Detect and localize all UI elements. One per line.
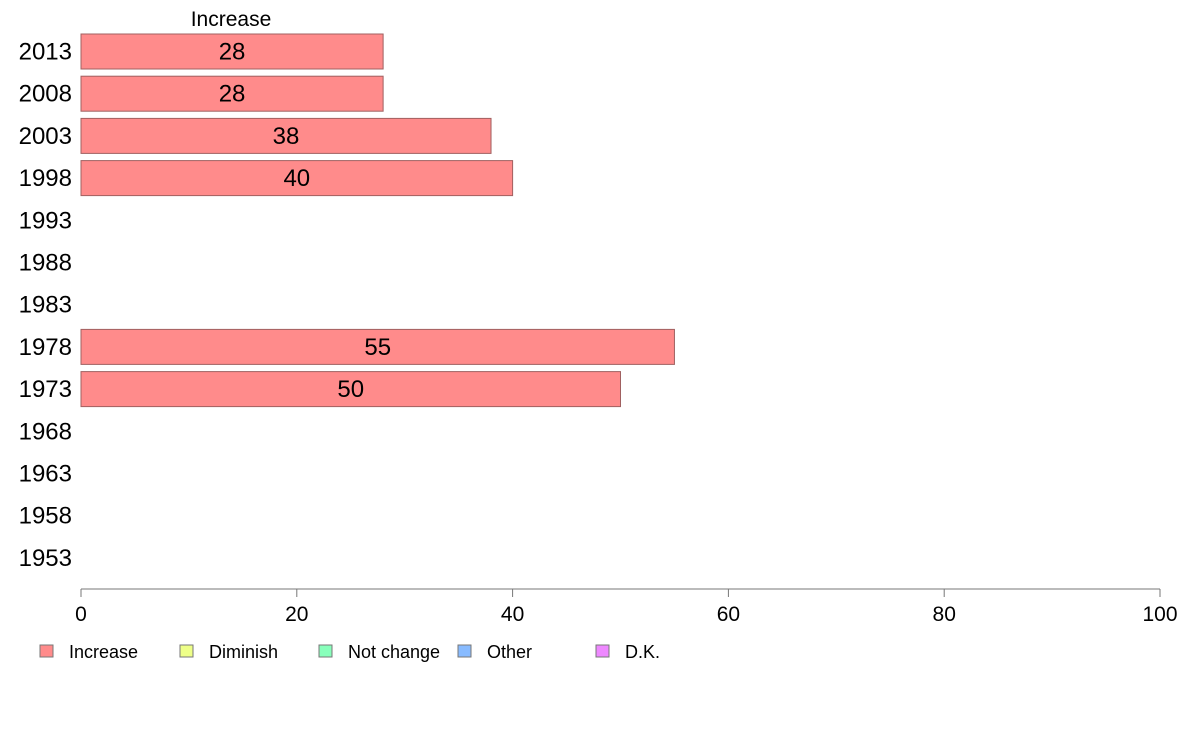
year-label-1968: 1968 — [19, 418, 72, 445]
legend: Increase Diminish Not change Other D.K. — [39, 642, 660, 662]
x-tick-label-0: 0 — [75, 603, 87, 626]
data-label-1978: 55 — [364, 334, 391, 361]
legend-swatch-not-change — [318, 644, 333, 658]
legend-swatch-increase — [39, 644, 54, 658]
year-label-1973: 1973 — [19, 376, 72, 403]
x-tick-label-100: 100 — [1142, 603, 1177, 626]
year-label-2008: 2008 — [19, 81, 72, 108]
x-tick-label-20: 20 — [285, 603, 308, 626]
year-label-1998: 1998 — [19, 165, 72, 192]
legend-swatch-other — [457, 644, 472, 658]
x-axis: 0 20 40 60 80 100 — [75, 588, 1178, 626]
year-label-1953: 1953 — [19, 545, 72, 572]
legend-swatch-d-k — [595, 644, 610, 658]
year-label-1988: 1988 — [19, 250, 72, 277]
data-label-1973: 50 — [337, 376, 364, 403]
year-label-2013: 2013 — [19, 39, 72, 66]
year-label-1983: 1983 — [19, 292, 72, 319]
legend-label-diminish: Diminish — [209, 642, 278, 662]
year-label-2003: 2003 — [19, 123, 72, 150]
bar-1998 — [80, 160, 514, 197]
year-label-1993: 1993 — [19, 207, 72, 234]
x-tick-label-60: 60 — [717, 603, 740, 626]
year-label-1963: 1963 — [19, 461, 72, 488]
data-label-1998: 40 — [283, 165, 310, 192]
year-label-1958: 1958 — [19, 503, 72, 530]
legend-label-other: Other — [487, 642, 532, 662]
data-label-2013: 28 — [219, 39, 246, 66]
legend-label-increase: Increase — [69, 642, 138, 662]
year-labels: 2013 2008 2003 1998 1993 1988 1983 1978 1973 1968… — [19, 39, 72, 572]
panel-title: Increase — [191, 8, 272, 31]
year-label-1978: 1978 — [19, 334, 72, 361]
bar-1973 — [80, 371, 621, 408]
x-tick-label-40: 40 — [501, 603, 524, 626]
x-tick-label-80: 80 — [933, 603, 956, 626]
legend-label-d-k: D.K. — [625, 642, 660, 662]
bar-2013 — [80, 33, 384, 70]
legend-label-not-change: Not change — [348, 642, 440, 662]
bar-1978 — [80, 328, 675, 365]
data-label-2003: 38 — [273, 123, 300, 150]
bar-2008 — [80, 75, 384, 112]
legend-swatch-diminish — [179, 644, 194, 658]
bar-2003 — [80, 117, 492, 154]
data-label-2008: 28 — [219, 81, 246, 108]
